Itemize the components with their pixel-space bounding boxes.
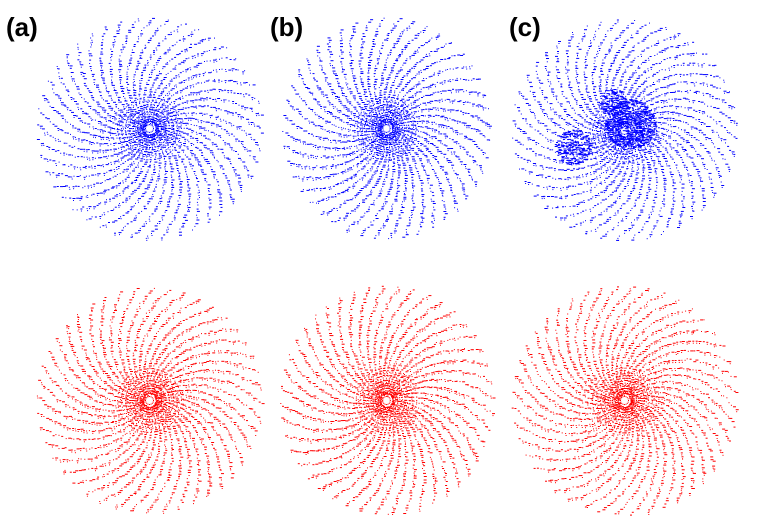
dot-pattern-c-top bbox=[512, 19, 738, 241]
dot-pattern-c-bottom bbox=[511, 286, 739, 516]
dot-pattern-b-bottom bbox=[280, 285, 496, 515]
panel-label-a: (a) bbox=[6, 12, 38, 42]
panel-label-c: (c) bbox=[509, 12, 541, 42]
dot-pattern-b-top bbox=[282, 17, 492, 240]
panel-label-b: (b) bbox=[270, 12, 304, 42]
dot-pattern-a-bottom bbox=[36, 287, 265, 514]
dot-pattern-a-top bbox=[36, 17, 264, 241]
